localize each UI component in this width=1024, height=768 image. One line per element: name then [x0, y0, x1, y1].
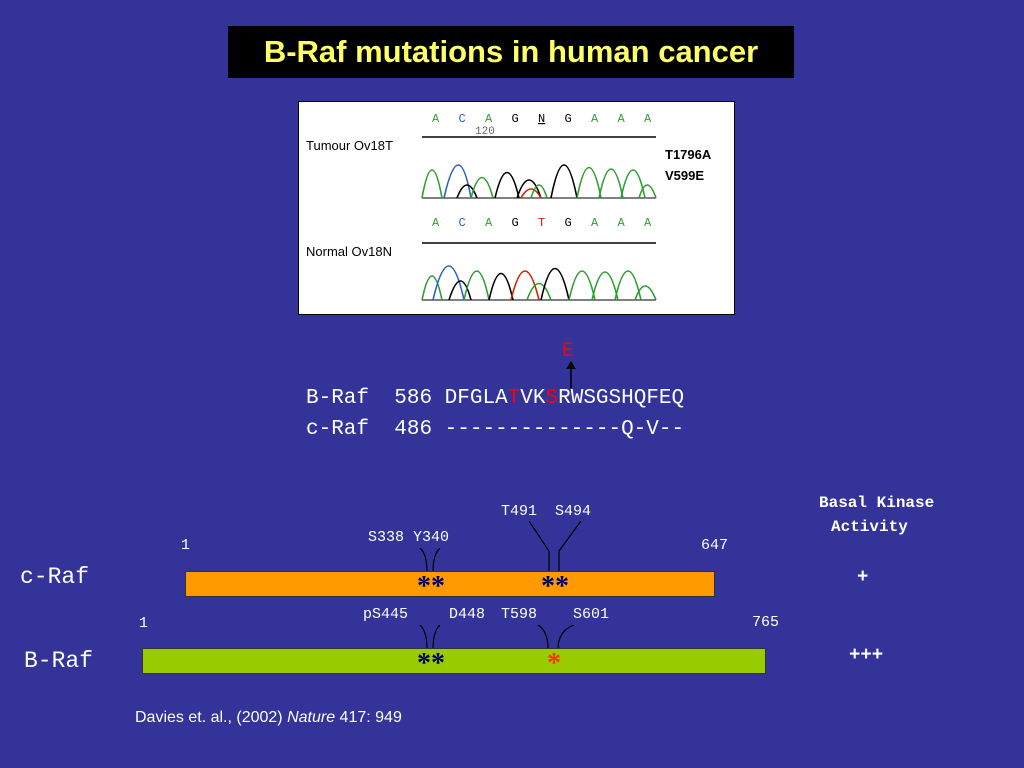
braf-seq-part-b: VK: [520, 387, 546, 410]
substitution-arrow-icon: [566, 361, 576, 388]
braf-seq-name: B-Raf: [306, 387, 370, 410]
tumour-base-7: A: [591, 112, 599, 126]
braf-end-label: 765: [752, 614, 780, 631]
tumour-base-8: A: [618, 112, 626, 126]
braf-protein-bar: [142, 648, 766, 674]
braf-site-t598: T598: [501, 606, 538, 623]
craf-left-phospho-stars: **: [417, 571, 445, 602]
tumour-base-6: G: [565, 112, 572, 126]
craf-left-site-connector: [419, 548, 441, 572]
normal-base-1: A: [432, 216, 440, 230]
normal-base-7: A: [591, 216, 599, 230]
craf-right-site-connector: [528, 521, 582, 572]
craf-seq-pos: 486: [394, 418, 433, 441]
chromatogram-graphic: Tumour Ov18T Normal Ov18N T1796A V599E 1…: [306, 112, 712, 301]
tumour-base-9: A: [644, 112, 652, 126]
title-banner: B-Raf mutations in human cancer: [228, 26, 794, 78]
craf-right-phospho-stars: **: [541, 571, 569, 602]
tumour-base-4: G: [512, 112, 519, 126]
craf-activity-value: +: [857, 566, 869, 588]
tumour-base-1: A: [432, 112, 440, 126]
craf-seq: --------------Q-V--: [444, 418, 685, 441]
braf-left-phospho-stars: **: [417, 648, 445, 679]
craf-start-label: 1: [181, 537, 191, 554]
braf-activity-value: +++: [849, 644, 884, 666]
craf-label: c-Raf: [20, 564, 90, 590]
braf-site-ps445: pS445: [363, 606, 409, 623]
braf-mutated-residue-s: S: [545, 387, 559, 410]
tumour-base-5: N: [538, 112, 545, 126]
citation: Davies et. al., (2002) Nature 417: 949: [135, 709, 402, 727]
braf-label: B-Raf: [24, 648, 94, 674]
slide-title: B-Raf mutations in human cancer: [263, 34, 759, 69]
citation-journal: Nature: [287, 709, 336, 726]
citation-reference: 417: 949: [335, 709, 402, 726]
braf-mutation-star: *: [547, 648, 561, 679]
normal-base-3: A: [485, 216, 493, 230]
trace-position-label: 120: [475, 126, 495, 138]
braf-seq-part-c: RWSGSHQFEQ: [558, 387, 685, 410]
craf-protein-bar: [185, 571, 715, 597]
citation-authors: Davies et. al., (2002): [135, 709, 288, 726]
braf-sequence-line: B-Raf 586 DFGLATVKSRWSGSHQFEQ: [306, 387, 684, 410]
normal-base-8: A: [618, 216, 626, 230]
tumour-traces: [421, 164, 657, 199]
substitution-residue-label: E: [562, 340, 575, 363]
braf-site-s601: S601: [573, 606, 610, 623]
normal-base-4: G: [512, 216, 519, 230]
braf-seq-part-a: DFGLA: [444, 387, 508, 410]
braf-right-site-connector: [537, 625, 575, 649]
normal-base-9: A: [644, 216, 652, 230]
tumour-base-2: C: [459, 112, 466, 126]
braf-site-d448: D448: [449, 606, 486, 623]
craf-sites-left-label: S338 Y340: [368, 529, 450, 546]
normal-base-5: T: [538, 216, 545, 230]
normal-traces: [421, 265, 657, 301]
braf-start-label: 1: [139, 615, 149, 632]
tumour-label: Tumour Ov18T: [306, 138, 393, 153]
braf-mutated-residue-t: T: [507, 387, 521, 410]
braf-left-site-connector: [419, 625, 441, 649]
normal-base-2: C: [459, 216, 466, 230]
sequencing-chromatogram: Tumour Ov18T Normal Ov18N T1796A V599E 1…: [298, 101, 735, 315]
tumour-base-3: A: [485, 112, 493, 126]
basal-activity-heading-line2: Activity: [831, 518, 908, 536]
mutation-nucleotide-label: T1796A: [665, 147, 712, 162]
braf-seq-pos: 586: [394, 387, 433, 410]
craf-sites-right-label: T491 S494: [501, 503, 592, 520]
mutation-aminoacid-label: V599E: [665, 168, 704, 183]
craf-end-label: 647: [701, 537, 729, 554]
basal-activity-heading-line1: Basal Kinase: [819, 494, 935, 512]
normal-base-6: G: [565, 216, 572, 230]
craf-seq-name: c-Raf: [306, 418, 370, 441]
normal-label: Normal Ov18N: [306, 244, 392, 259]
craf-sequence-line: c-Raf 486 --------------Q-V--: [306, 418, 684, 441]
